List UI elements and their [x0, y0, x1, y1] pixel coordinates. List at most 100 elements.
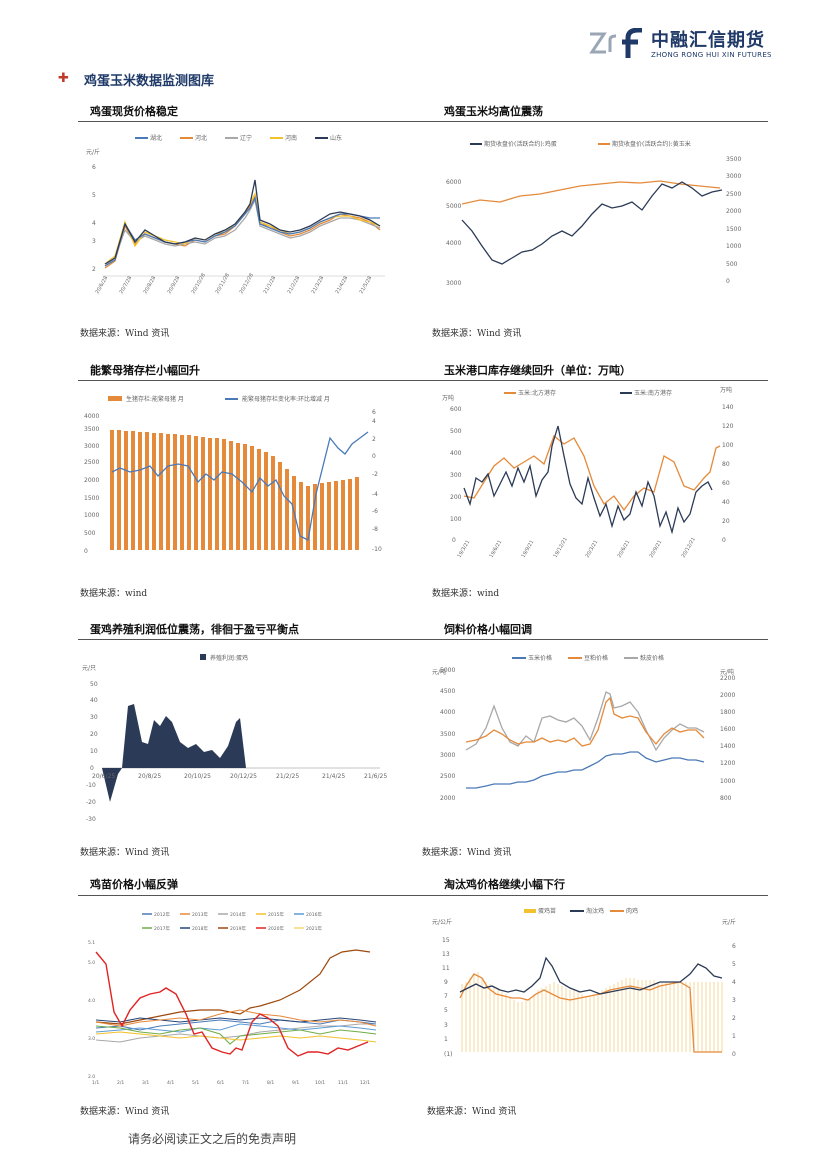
data-source: 数据来源：Wind 资讯 — [80, 848, 170, 858]
x-tick: 20/9/28 — [167, 275, 182, 295]
y-tick: 4000 — [446, 240, 461, 247]
chart-chick: 2012年 2013年 2014年 2015年 2016年 2017年 2018… — [88, 911, 377, 1086]
panel-title-egg-spot: 鸡蛋现货价格稳定 — [90, 105, 178, 118]
x-tick: 1/1 — [92, 1080, 99, 1086]
y-tick: 4 — [732, 979, 736, 986]
y-tick: 3000 — [440, 752, 455, 759]
y-tick: 0 — [732, 1051, 736, 1058]
legend-label: 生猪存栏:能繁母猪 月 — [126, 395, 184, 403]
y-tick: 6 — [372, 409, 376, 416]
y-tick: -8 — [372, 526, 378, 533]
x-tick: 12/1 — [360, 1080, 370, 1086]
y-tick: 2.0 — [88, 1074, 95, 1080]
x-tick: 20/7/28 — [119, 275, 134, 295]
axis-unit: 元/吨 — [432, 668, 446, 676]
x-tick: 20/8/25 — [138, 773, 161, 780]
x-tick: 8/1 — [267, 1080, 274, 1086]
x-tick: 19/9/21 — [521, 539, 536, 559]
x-tick: 20/10/25 — [184, 773, 211, 780]
bar-series — [110, 430, 359, 550]
y-tick: 10 — [90, 748, 98, 755]
y-tick: 7 — [444, 993, 448, 1000]
y-tick: 13 — [442, 951, 450, 958]
y-tick: 3500 — [84, 426, 99, 433]
x-tick: 4/1 — [167, 1080, 174, 1086]
y-tick: 4 — [92, 220, 96, 227]
y-tick: 2000 — [720, 692, 735, 699]
y-tick: 30 — [90, 714, 98, 721]
y-tick: 0 — [84, 548, 88, 555]
section-title: 鸡蛋玉米数据监测图库 — [84, 74, 215, 89]
y-tick: 1500 — [84, 495, 99, 502]
y-tick: 20 — [722, 518, 730, 525]
panel-title-feed: 饲料价格小幅回调 — [444, 623, 532, 636]
data-source: 数据来源：Wind 资讯 — [427, 1107, 517, 1117]
axis-unit: 元/吨 — [720, 668, 734, 676]
chart-culled-hen: 蛋鸡苗 淘汰鸡 肉鸡 元/公斤 元/斤 (1) 1 3 5 7 9 11 13 … — [432, 907, 736, 1058]
logo-company-name: 中融汇信期货 — [651, 30, 765, 51]
disclaimer-footer: 请务必阅读正文之后的免责声明 — [128, 1132, 297, 1146]
y-tick: 4000 — [440, 709, 455, 716]
y-tick: 2500 — [726, 191, 741, 198]
chart-port-stock: 玉米:北方港存 玉米:南方港存 万吨 万吨 0 100 200 300 400 … — [442, 386, 734, 559]
y-tick: 3000 — [84, 443, 99, 450]
x-tick: 21/3/28 — [311, 275, 326, 295]
axis-unit: 万吨 — [442, 394, 454, 402]
y-tick: 9 — [444, 979, 448, 986]
divider — [78, 639, 768, 640]
y-tick: 100 — [722, 442, 734, 449]
y-tick: 1000 — [84, 512, 99, 519]
y-tick: 2000 — [84, 477, 99, 484]
y-tick: 3 — [92, 238, 96, 245]
x-tick: 21/2/25 — [276, 773, 299, 780]
y-tick: 5 — [92, 192, 96, 199]
y-tick: -6 — [372, 508, 378, 515]
x-tick: 2/1 — [117, 1080, 124, 1086]
axis-unit: 元/公斤 — [432, 918, 452, 926]
y-tick: 2 — [732, 1015, 736, 1022]
legend-label: 河南 — [285, 134, 297, 142]
panel-title-port-stock: 玉米港口库存继续回升（单位：万吨） — [444, 364, 631, 377]
axis-unit: 元/只 — [82, 665, 96, 672]
legend-label: 期货收盘价(活跃合约):黄玉米 — [612, 140, 691, 148]
y-tick: 3 — [732, 997, 736, 1004]
y-tick: 0 — [726, 278, 730, 285]
y-tick: 80 — [722, 461, 730, 468]
y-tick: 120 — [722, 423, 734, 430]
x-tick: 20/12/21 — [681, 537, 697, 559]
y-tick: 40 — [90, 697, 98, 704]
legend-label: 2014年 — [230, 911, 246, 918]
y-tick: 5.0 — [88, 960, 95, 966]
legend-label: 能繁母猪存栏变化率:环比增减 月 — [242, 395, 330, 403]
panel-title-futures: 鸡蛋玉米均高位震荡 — [444, 105, 543, 118]
x-tick: 21/4/25 — [322, 773, 345, 780]
y-tick: 3 — [444, 1022, 448, 1029]
y-tick: 4 — [372, 418, 376, 425]
x-tick: 20/6/25 — [92, 773, 115, 780]
chart-egg-spot: 湖北 河北 辽宁 河南 山东 元/斤 2 3 4 5 6 20/6/28 20/… — [86, 134, 385, 295]
y-tick: 3.0 — [88, 1036, 95, 1042]
x-tick: 21/1/28 — [263, 275, 278, 295]
y-tick: -30 — [86, 816, 96, 823]
bar-series — [461, 972, 723, 1052]
legend-label: 2018年 — [192, 925, 208, 932]
legend-label: 辽宁 — [240, 134, 252, 142]
y-tick: 1600 — [720, 726, 735, 733]
y-tick: 200 — [450, 494, 462, 501]
divider — [78, 380, 768, 381]
y-tick: 5 — [732, 961, 736, 968]
chart-sow: 生猪存栏:能繁母猪 月 能繁母猪存栏变化率:环比增减 月 0 500 1000 … — [84, 395, 382, 555]
y-tick: 4.0 — [88, 998, 95, 1004]
data-source: 数据来源：Wind 资讯 — [422, 848, 512, 858]
logo-mark — [589, 28, 642, 58]
y-tick: 2 — [92, 266, 96, 273]
y-tick: 0 — [90, 765, 94, 772]
data-source: 数据来源：wind — [80, 589, 148, 599]
legend-label: 2020年 — [268, 925, 284, 932]
x-tick: 20/12/25 — [230, 773, 257, 780]
legend-label: 湖北 — [150, 134, 162, 142]
x-tick: 19/12/21 — [553, 537, 569, 559]
divider — [78, 121, 768, 122]
legend-label: 蛋鸡苗 — [538, 907, 556, 915]
y-tick: -10 — [372, 546, 382, 553]
